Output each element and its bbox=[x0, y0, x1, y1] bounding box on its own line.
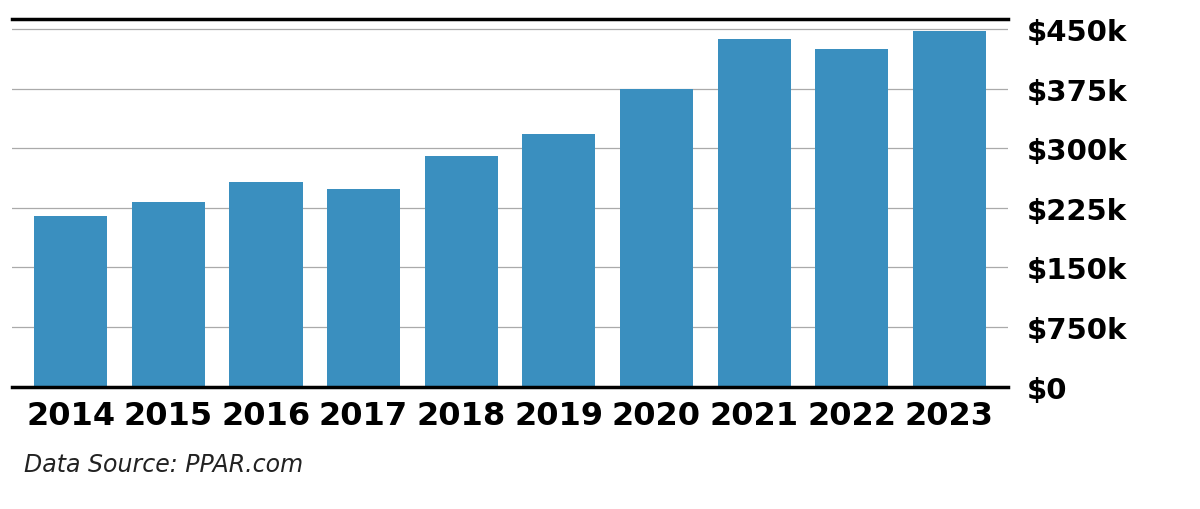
Text: DEC. 2023: DEC. 2023 bbox=[816, 453, 1008, 486]
Bar bbox=[326, 190, 400, 387]
Bar bbox=[229, 183, 302, 387]
Bar bbox=[815, 50, 888, 387]
Bar bbox=[620, 90, 694, 387]
Bar bbox=[718, 40, 791, 387]
Bar bbox=[425, 157, 498, 387]
Bar bbox=[34, 216, 107, 387]
Text: Data Source: PPAR.com: Data Source: PPAR.com bbox=[24, 452, 304, 476]
Bar bbox=[132, 203, 205, 387]
Bar bbox=[913, 32, 986, 387]
Bar bbox=[522, 134, 595, 387]
